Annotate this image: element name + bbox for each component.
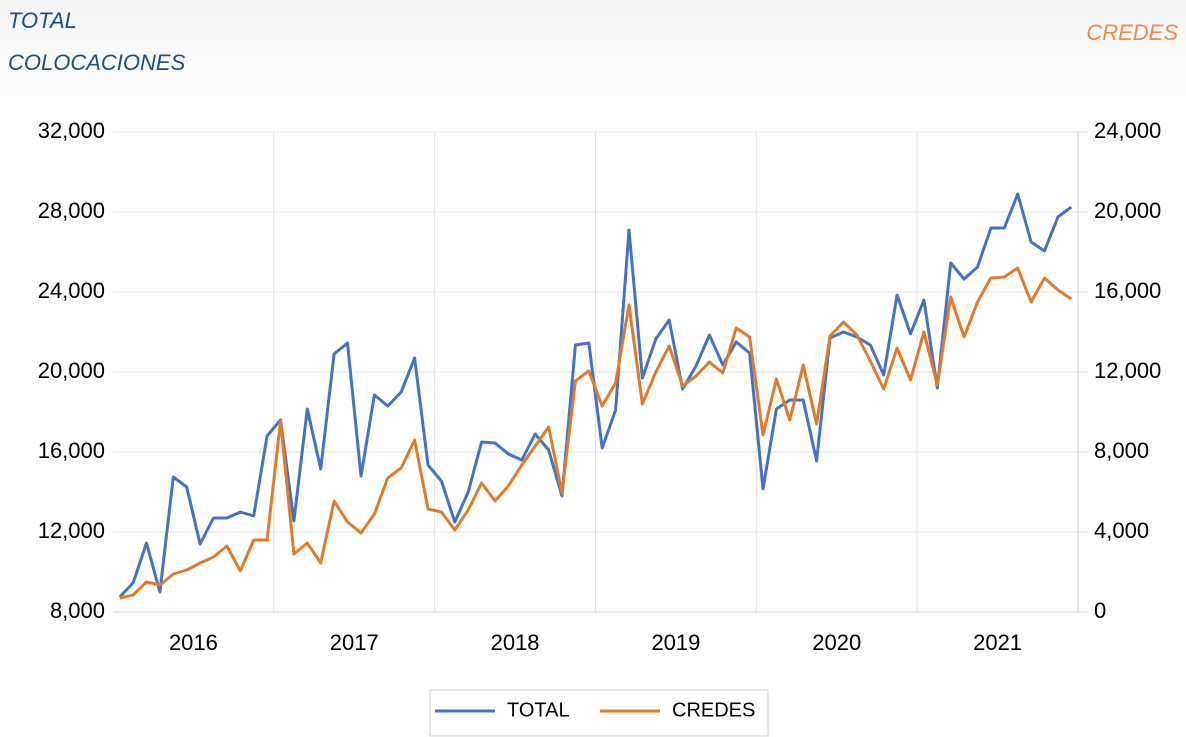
x-tick-label: 2018 (491, 630, 540, 655)
y-tick-label: 28,000 (38, 198, 105, 223)
y-tick-label: 24,000 (38, 278, 105, 303)
y2-tick-label: 4,000 (1094, 518, 1149, 543)
x-tick-label: 2021 (973, 630, 1022, 655)
x-tick-label: 2020 (812, 630, 861, 655)
series-line (119, 266, 1073, 600)
series-line (118, 192, 1073, 599)
legend-box (429, 689, 769, 737)
y2-tick-label: 20,000 (1094, 198, 1161, 223)
y-tick-label: 12,000 (38, 518, 105, 543)
y2-tick-label: 8,000 (1094, 438, 1149, 463)
y-tick-label: 8,000 (50, 598, 105, 623)
y-tick-label: 32,000 (38, 118, 105, 143)
y-tick-label: 20,000 (38, 358, 105, 383)
legend-label: CREDES (672, 699, 755, 721)
y2-axis-title: CREDES (1086, 20, 1178, 45)
y2-tick-label: 0 (1094, 598, 1106, 623)
y2-tick-label: 16,000 (1094, 278, 1161, 303)
x-tick-label: 2019 (651, 630, 700, 655)
y-tick-label: 16,000 (38, 438, 105, 463)
y2-tick-label: 12,000 (1094, 358, 1161, 383)
x-tick-label: 2017 (330, 630, 379, 655)
x-tick-label: 2016 (169, 630, 218, 655)
y2-tick-label: 24,000 (1094, 118, 1161, 143)
y-axis-title: TOTAL COLOCACIONES (8, 8, 186, 75)
legend-label: TOTAL (507, 699, 570, 721)
